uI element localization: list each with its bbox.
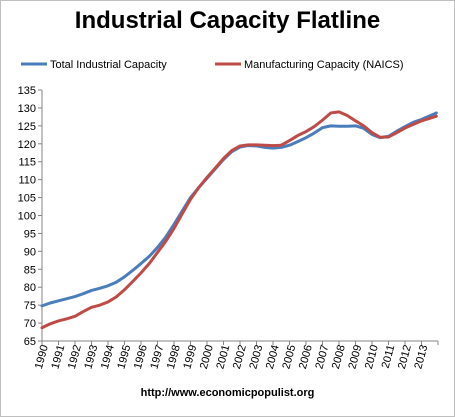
- y-tick-label: 90: [24, 246, 36, 258]
- y-tick-label: 75: [24, 300, 36, 312]
- x-tick-label: 2007: [313, 344, 331, 371]
- x-tick-label: 2006: [297, 344, 315, 371]
- x-tick-label: 2008: [330, 344, 348, 371]
- x-tick-label: 2013: [412, 344, 430, 371]
- y-tick-label: 70: [24, 318, 36, 330]
- x-tick-label: 2004: [264, 344, 282, 371]
- y-tick-label: 100: [18, 211, 36, 223]
- legend: Total Industrial Capacity Manufacturing C…: [21, 59, 404, 71]
- y-tick-label: 105: [18, 193, 36, 205]
- series-layer: [40, 110, 438, 330]
- y-tick-label: 120: [18, 139, 36, 151]
- axes: 65 70 75 80 85 90 95 100 105 110 115 120 125 130 135 19…: [18, 85, 439, 371]
- y-tick-label: 115: [18, 157, 36, 169]
- x-tick-label: 2009: [346, 344, 364, 371]
- x-tick-label: 1996: [132, 344, 150, 371]
- y-tick-label: 95: [24, 228, 36, 240]
- x-tick-label: 2002: [231, 344, 249, 371]
- x-tick-label: 1998: [165, 344, 183, 371]
- x-tick-label: 2011: [380, 344, 398, 370]
- x-tick-label: 2001: [214, 344, 232, 371]
- x-tick-label: 1994: [99, 344, 117, 371]
- y-tick-label: 80: [24, 282, 36, 294]
- y-tick-label: 65: [24, 336, 36, 348]
- x-tick-label: 2003: [247, 344, 265, 371]
- x-tick-label: 2012: [396, 344, 414, 371]
- series-line-total-industrial-capacity: [40, 111, 438, 308]
- x-tick-label: 1995: [115, 344, 133, 371]
- x-tick-label: 1991: [49, 344, 67, 371]
- x-tick-label: 2000: [198, 344, 216, 371]
- source-url: http://www.economicpopulist.org: [140, 387, 315, 399]
- x-tick-label: 1999: [181, 344, 199, 371]
- y-tick-label: 135: [18, 85, 36, 97]
- x-tick-label: 1993: [82, 344, 100, 371]
- y-tick-label: 125: [18, 121, 36, 133]
- x-tick-label: 1992: [66, 344, 84, 371]
- y-tick-label: 130: [18, 103, 36, 115]
- series-line-manufacturing-capacity: [40, 110, 438, 330]
- legend-label: Manufacturing Capacity (NAICS): [244, 59, 404, 71]
- y-tick-label: 85: [24, 264, 36, 276]
- x-tick-label: 2010: [363, 344, 381, 371]
- x-tick-label: 1997: [148, 344, 166, 371]
- y-tick-label: 110: [18, 175, 36, 187]
- chart-title: Industrial Capacity Flatline: [74, 7, 381, 34]
- legend-label: Total Industrial Capacity: [50, 59, 167, 71]
- x-tick-label: 2005: [280, 344, 298, 371]
